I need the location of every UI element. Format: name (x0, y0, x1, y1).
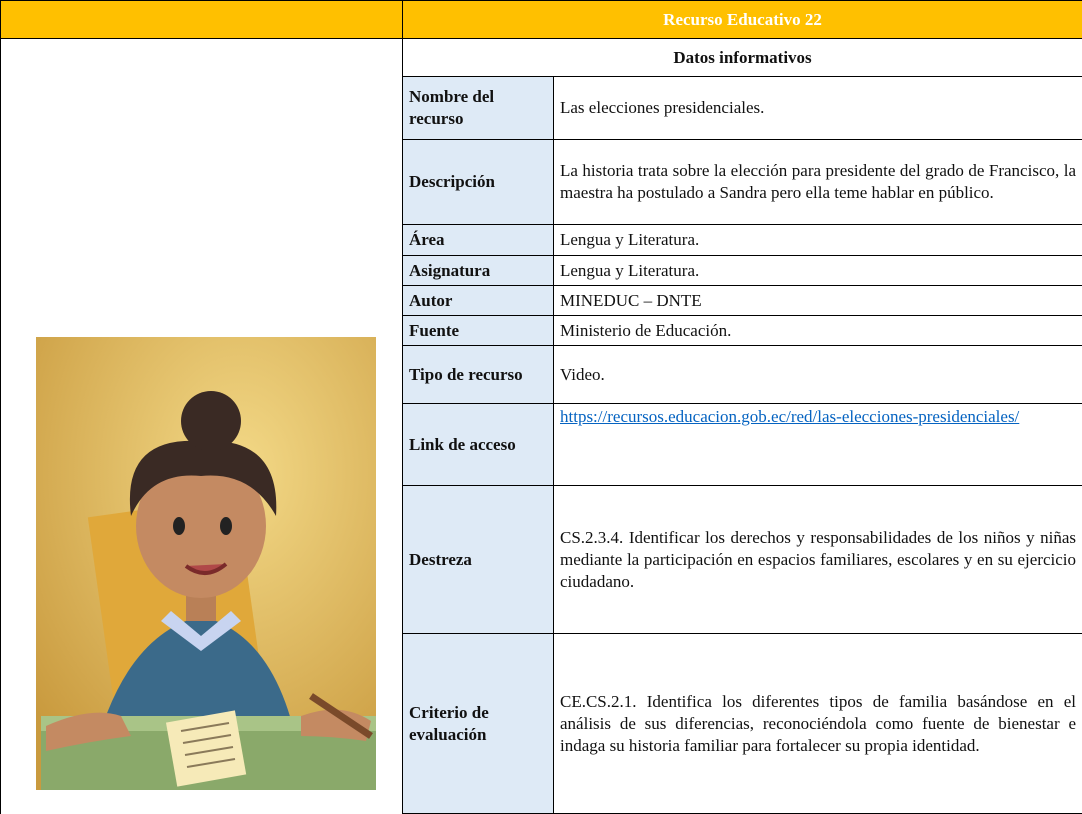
row-value: https://recursos.educacion.gob.ec/red/la… (552, 403, 1082, 486)
row-label: Fuente (402, 315, 554, 346)
image-cell (0, 38, 403, 814)
row-label: Link de acceso (402, 403, 554, 486)
row-label: Destreza (402, 485, 554, 634)
row-label: Asignatura (402, 255, 554, 286)
row-label: Área (402, 224, 554, 256)
section-title: Datos informativos (401, 38, 1082, 77)
row-value: Lengua y Literatura. (552, 255, 1082, 286)
header-left (0, 0, 403, 39)
row-value: Video. (552, 345, 1082, 404)
row-value: Las elecciones presidenciales. (552, 76, 1082, 140)
row-label: Descripción (402, 139, 554, 225)
row-label: Autor (402, 285, 554, 316)
row-value: CE.CS.2.1. Identifica los diferentes tip… (552, 633, 1082, 814)
access-link[interactable]: https://recursos.educacion.gob.ec/red/la… (560, 407, 1020, 426)
row-label: Tipo de recurso (402, 345, 554, 404)
row-label: Nombre del recurso (402, 76, 554, 140)
row-value: MINEDUC – DNTE (552, 285, 1082, 316)
header-title: Recurso Educativo 22 (401, 0, 1082, 39)
row-value: La historia trata sobre la elección para… (552, 139, 1082, 225)
row-value: CS.2.3.4. Identificar los derechos y res… (552, 485, 1082, 634)
row-label: Criterio de evaluación (402, 633, 554, 814)
row-value: Ministerio de Educación. (552, 315, 1082, 346)
row-value: Lengua y Literatura. (552, 224, 1082, 256)
illustration (36, 336, 376, 790)
